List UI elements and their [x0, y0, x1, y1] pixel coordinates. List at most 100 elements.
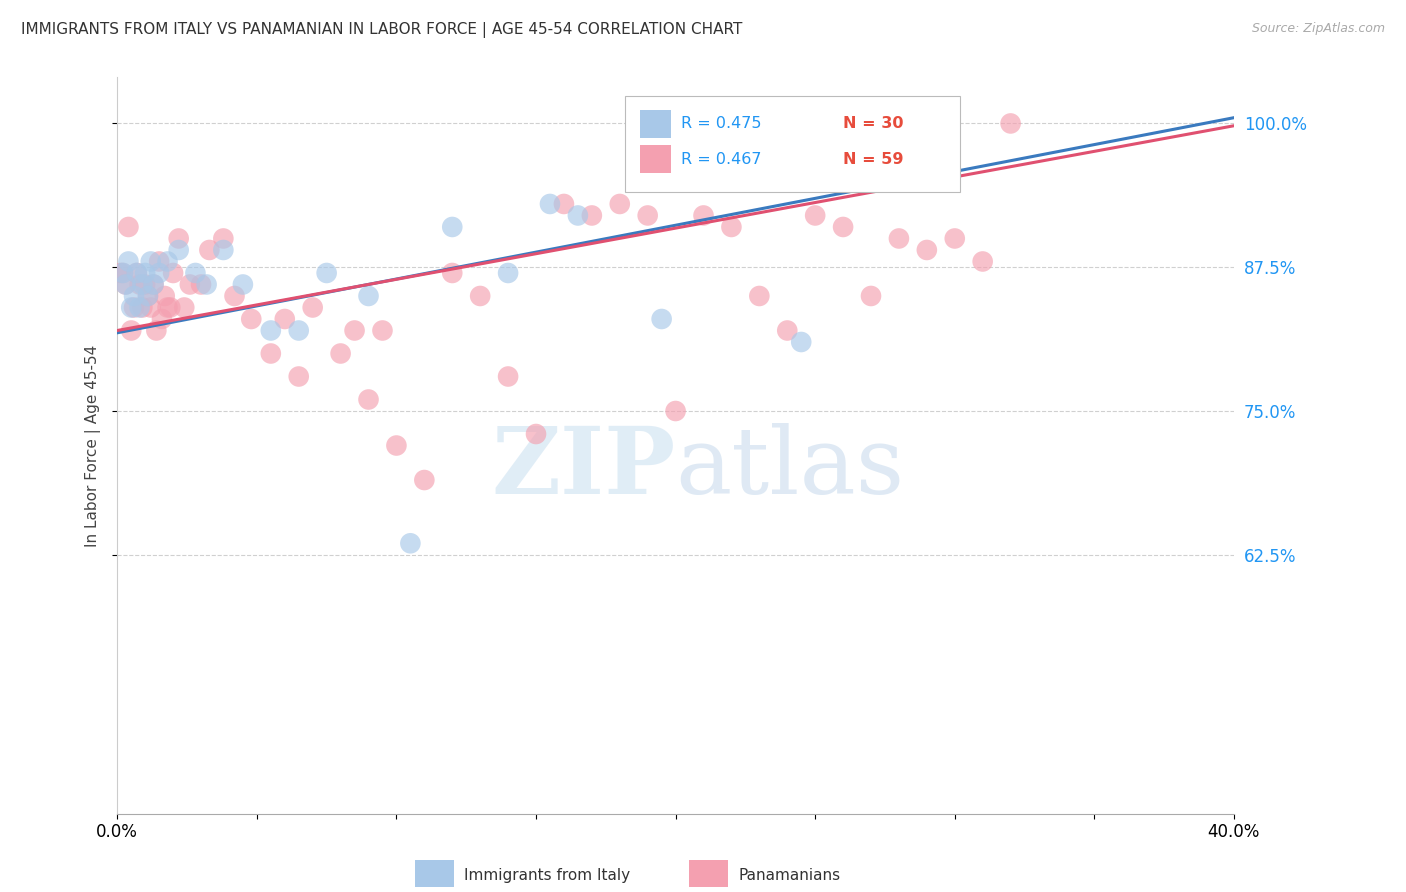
Point — [120, 324, 142, 338]
Point — [637, 209, 659, 223]
Point — [167, 243, 190, 257]
Point — [122, 289, 145, 303]
Point — [441, 219, 464, 234]
Point — [134, 266, 156, 280]
Point — [128, 277, 150, 292]
Text: atlas: atlas — [676, 423, 905, 513]
Point — [804, 209, 827, 223]
Point — [148, 266, 170, 280]
FancyBboxPatch shape — [640, 145, 671, 173]
Point — [128, 301, 150, 315]
Point — [720, 219, 742, 234]
Point — [117, 219, 139, 234]
Point — [198, 243, 221, 257]
Point — [142, 277, 165, 292]
Point — [915, 243, 938, 257]
Point — [148, 254, 170, 268]
Point — [538, 197, 561, 211]
Point — [581, 209, 603, 223]
Point — [111, 266, 134, 280]
Point — [184, 266, 207, 280]
Point — [343, 324, 366, 338]
Point — [159, 301, 181, 315]
Point — [139, 254, 162, 268]
Point — [114, 277, 136, 292]
Point — [212, 231, 235, 245]
Point — [179, 277, 201, 292]
Y-axis label: In Labor Force | Age 45-54: In Labor Force | Age 45-54 — [86, 344, 101, 547]
Point — [315, 266, 337, 280]
Text: Source: ZipAtlas.com: Source: ZipAtlas.com — [1251, 22, 1385, 36]
FancyBboxPatch shape — [640, 110, 671, 137]
Point — [553, 197, 575, 211]
Point — [134, 277, 156, 292]
Point — [524, 427, 547, 442]
Point — [156, 254, 179, 268]
Point — [173, 301, 195, 315]
Text: IMMIGRANTS FROM ITALY VS PANAMANIAN IN LABOR FORCE | AGE 45-54 CORRELATION CHART: IMMIGRANTS FROM ITALY VS PANAMANIAN IN L… — [21, 22, 742, 38]
Text: R = 0.467: R = 0.467 — [681, 152, 762, 167]
Point — [162, 266, 184, 280]
Text: Immigrants from Italy: Immigrants from Italy — [464, 869, 630, 883]
Point — [441, 266, 464, 280]
Point — [153, 289, 176, 303]
Point — [240, 312, 263, 326]
Point — [943, 231, 966, 245]
Point — [224, 289, 246, 303]
Point — [692, 209, 714, 223]
Point — [120, 301, 142, 315]
Point — [567, 209, 589, 223]
Point — [287, 369, 309, 384]
Point — [212, 243, 235, 257]
Point — [470, 289, 492, 303]
Point — [972, 254, 994, 268]
Point — [190, 277, 212, 292]
Point — [665, 404, 688, 418]
Point — [329, 346, 352, 360]
Point — [274, 312, 297, 326]
Point — [371, 324, 394, 338]
Point — [111, 266, 134, 280]
Point — [260, 324, 283, 338]
Point — [260, 346, 283, 360]
Point — [195, 277, 218, 292]
Text: Panamanians: Panamanians — [738, 869, 841, 883]
Text: N = 59: N = 59 — [844, 152, 904, 167]
Point — [136, 289, 159, 303]
FancyBboxPatch shape — [626, 95, 960, 192]
Point — [887, 231, 910, 245]
Point — [301, 301, 323, 315]
Point — [609, 197, 631, 211]
Point — [776, 324, 799, 338]
Point — [117, 254, 139, 268]
Point — [496, 266, 519, 280]
Point — [399, 536, 422, 550]
Point — [832, 219, 855, 234]
Point — [859, 289, 882, 303]
Text: N = 30: N = 30 — [844, 116, 904, 131]
Point — [142, 277, 165, 292]
Point — [108, 266, 131, 280]
Text: R = 0.475: R = 0.475 — [681, 116, 762, 131]
Point — [139, 301, 162, 315]
Point — [413, 473, 436, 487]
Point — [156, 301, 179, 315]
Point — [357, 289, 380, 303]
Point — [145, 324, 167, 338]
Point — [748, 289, 770, 303]
Point — [125, 266, 148, 280]
Point — [131, 301, 153, 315]
Text: ZIP: ZIP — [491, 423, 676, 513]
Point — [122, 301, 145, 315]
Point — [651, 312, 673, 326]
Point — [1000, 116, 1022, 130]
Point — [357, 392, 380, 407]
Point — [790, 334, 813, 349]
Point — [167, 231, 190, 245]
Point — [232, 277, 254, 292]
Point — [385, 438, 408, 452]
Point — [114, 277, 136, 292]
Point — [125, 266, 148, 280]
Point — [287, 324, 309, 338]
Point — [150, 312, 173, 326]
